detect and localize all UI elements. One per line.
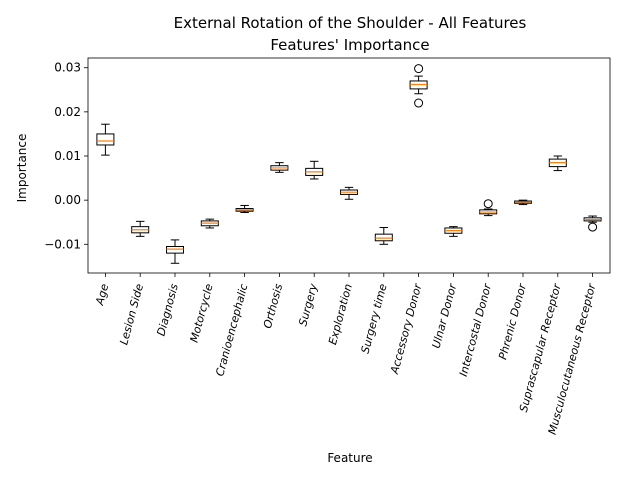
y-tick-label: 0.02 — [54, 105, 81, 119]
x-tick-label: Diagnosis — [154, 282, 180, 337]
x-tick-label: Lesion Side — [117, 282, 146, 346]
y-tick-label: 0.00 — [54, 193, 81, 207]
y-axis-label: Importance — [15, 134, 29, 203]
x-axis-label: Feature — [327, 451, 372, 465]
box-flier — [414, 98, 424, 108]
box-flier — [483, 199, 493, 209]
x-tick-label: Orthosis — [261, 282, 285, 330]
x-tick-label: Exploration — [326, 282, 355, 346]
box-flier — [588, 222, 598, 232]
x-tick-label: Ulnar Donor — [430, 281, 460, 350]
x-tick-label: Intercostal Donor — [457, 281, 495, 378]
box-body — [166, 246, 184, 254]
x-tick-label: Surgery — [296, 282, 320, 328]
chart-title: External Rotation of the Shoulder - All … — [174, 14, 527, 32]
box-flier — [414, 64, 424, 74]
x-tick-label: Surgery time — [359, 282, 390, 355]
y-tick-label: 0.03 — [54, 61, 81, 75]
y-tick-label: 0.01 — [54, 149, 81, 163]
plot-area: −0.01 0.00 0.01 0.02 0.03 Age Lesion Side Diagn… — [44, 57, 611, 436]
x-tick-label: Age — [93, 282, 111, 307]
x-tick-label: Motorcycle — [188, 282, 216, 344]
x-tick-label: Cranioencephalic — [213, 282, 250, 377]
x-tick-label: Phrenic Donor — [496, 281, 529, 361]
chart-subtitle: Features' Importance — [270, 36, 429, 54]
box-body — [374, 233, 393, 242]
axes-frame — [87, 57, 611, 274]
y-tick-label: −0.01 — [44, 237, 81, 251]
x-tick-label: Accessory Donor — [388, 281, 425, 376]
box-body — [96, 133, 115, 146]
